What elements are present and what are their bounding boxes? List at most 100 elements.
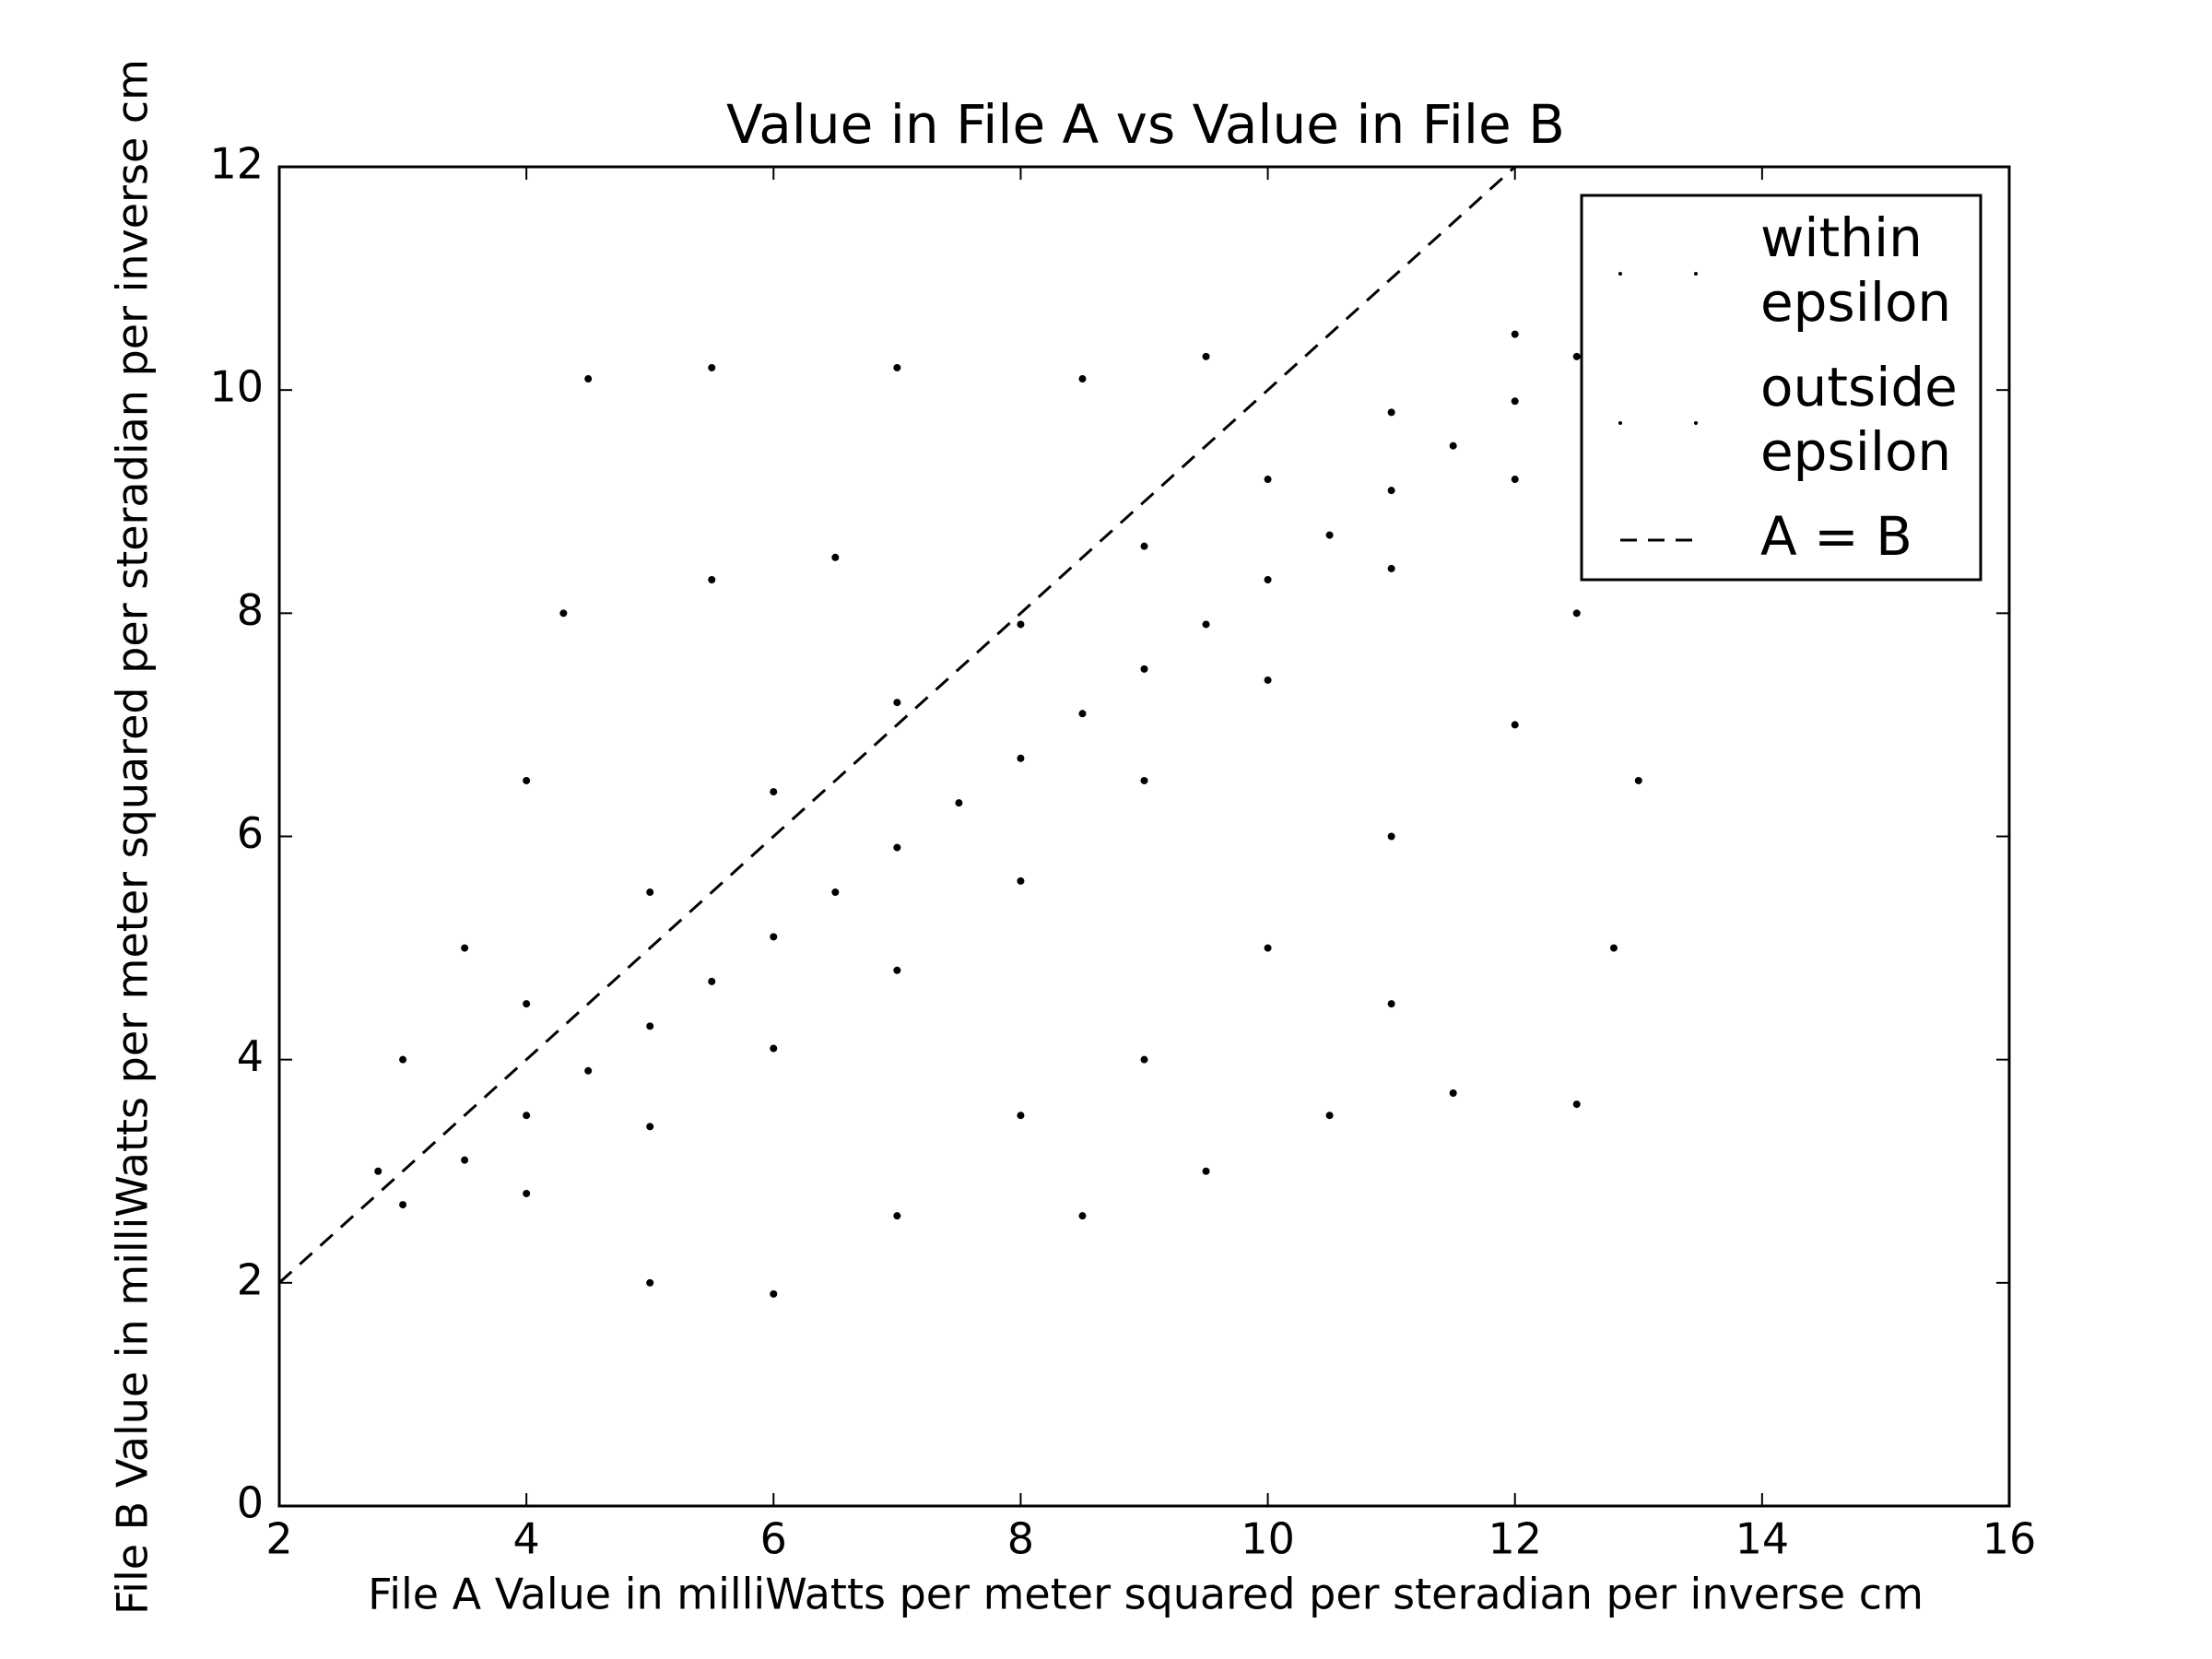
scatter-point xyxy=(955,799,963,807)
scatter-point xyxy=(374,1167,382,1175)
scatter-point xyxy=(523,1189,531,1197)
scatter-point xyxy=(1017,877,1025,885)
legend-marker xyxy=(1694,421,1698,425)
scatter-point xyxy=(893,843,901,852)
scatter-point xyxy=(1017,754,1025,762)
legend-marker xyxy=(1618,272,1622,276)
scatter-point xyxy=(1264,576,1272,584)
scatter-point xyxy=(893,1212,901,1220)
scatter-point xyxy=(1572,352,1581,360)
x-tick-label: 16 xyxy=(1983,1514,2037,1564)
chart-title: Value in File A vs Value in File B xyxy=(726,93,1565,156)
scatter-point xyxy=(1387,487,1395,495)
scatter-point xyxy=(523,776,531,784)
scatter-point xyxy=(1140,1055,1148,1064)
scatter-point xyxy=(1264,476,1272,484)
x-tick-label: 14 xyxy=(1735,1514,1790,1564)
y-tick-label: 8 xyxy=(237,585,264,635)
y-tick-label: 12 xyxy=(209,139,264,189)
y-tick-label: 2 xyxy=(237,1254,264,1304)
legend-label: outside epsilon xyxy=(1760,356,1958,483)
legend-label: within epsilon xyxy=(1760,206,1951,334)
scatter-point xyxy=(770,1044,778,1053)
scatter-point xyxy=(831,888,840,897)
scatter-point xyxy=(1325,1112,1334,1120)
scatter-point xyxy=(1202,620,1210,629)
scatter-point xyxy=(584,1066,593,1075)
scatter-point xyxy=(1264,944,1272,952)
scatter-point xyxy=(708,977,716,985)
scatter-point xyxy=(1572,1100,1581,1109)
x-axis-label: File A Value in milliWatts per meter squ… xyxy=(368,1570,1924,1619)
scatter-point xyxy=(893,363,901,371)
scatter-point xyxy=(646,1278,654,1287)
scatter-point xyxy=(523,1000,531,1008)
scatter-point xyxy=(1264,676,1272,684)
plot-area xyxy=(279,167,1642,1298)
scatter-point xyxy=(559,609,568,618)
legend-label-line: epsilon xyxy=(1760,420,1951,483)
scatter-point xyxy=(1140,665,1148,673)
legend-marker xyxy=(1694,272,1698,276)
scatter-point xyxy=(1078,1212,1087,1220)
legend-marker xyxy=(1618,421,1622,425)
scatter-point xyxy=(1511,397,1519,406)
scatter-point xyxy=(770,933,778,941)
scatter-point xyxy=(893,699,901,707)
y-tick-label: 6 xyxy=(237,808,264,858)
scatter-point xyxy=(646,1022,654,1030)
scatter-point xyxy=(646,1123,654,1131)
scatter-point xyxy=(399,1055,407,1064)
scatter-point xyxy=(1078,375,1087,383)
scatter-point xyxy=(399,1201,407,1209)
legend-label-line: within xyxy=(1760,206,1923,269)
legend-box xyxy=(1580,194,1983,582)
x-tick-label: 12 xyxy=(1488,1514,1542,1564)
scatter-point xyxy=(1017,1112,1025,1120)
scatter-point xyxy=(1078,710,1087,718)
y-tick-label: 4 xyxy=(237,1031,264,1081)
scatter-point xyxy=(708,363,716,371)
reference-line xyxy=(279,167,1516,1284)
x-tick-label: 10 xyxy=(1241,1514,1295,1564)
scatter-point xyxy=(708,576,716,584)
scatter-point xyxy=(1572,609,1581,618)
scatter-point xyxy=(1202,352,1210,360)
scatter-point xyxy=(1609,944,1618,952)
scatter-point xyxy=(1387,564,1395,572)
scatter-point xyxy=(1202,1167,1210,1175)
x-tick-label: 2 xyxy=(265,1514,292,1564)
scatter-point xyxy=(893,966,901,974)
legend-label-line: outside xyxy=(1760,356,1958,418)
scatter-point xyxy=(1449,441,1457,450)
y-axis-label: File B Value in milliWatts per meter squ… xyxy=(108,59,158,1615)
x-tick-label: 4 xyxy=(513,1514,540,1564)
scatter-point xyxy=(1387,832,1395,841)
scatter-point xyxy=(1387,408,1395,417)
scatter-point xyxy=(584,375,593,383)
scatter-point xyxy=(523,1112,531,1120)
scatter-point xyxy=(1511,721,1519,729)
x-tick-label: 8 xyxy=(1007,1514,1034,1564)
scatter-point xyxy=(1017,620,1025,629)
scatter-point xyxy=(770,788,778,796)
x-tick-label: 6 xyxy=(760,1514,787,1564)
plot-frame xyxy=(277,165,2011,1508)
scatter-point xyxy=(646,888,654,897)
scatter-point xyxy=(1325,531,1334,539)
legend-label: A = B xyxy=(1760,505,1912,568)
scatter-point xyxy=(1140,542,1148,550)
scatter-point xyxy=(1634,776,1642,784)
scatter-point xyxy=(1449,1088,1457,1097)
y-tick-label: 0 xyxy=(237,1478,264,1528)
legend-label-line: epsilon xyxy=(1760,271,1951,334)
scatter-point xyxy=(461,1156,469,1164)
scatter-point xyxy=(1511,476,1519,484)
y-tick-label: 10 xyxy=(209,362,264,412)
scatter-point xyxy=(1511,330,1519,338)
scatter-point xyxy=(770,1289,778,1298)
scatter-point xyxy=(1140,776,1148,784)
scatter-point xyxy=(461,944,469,952)
scatter-point xyxy=(831,553,840,561)
